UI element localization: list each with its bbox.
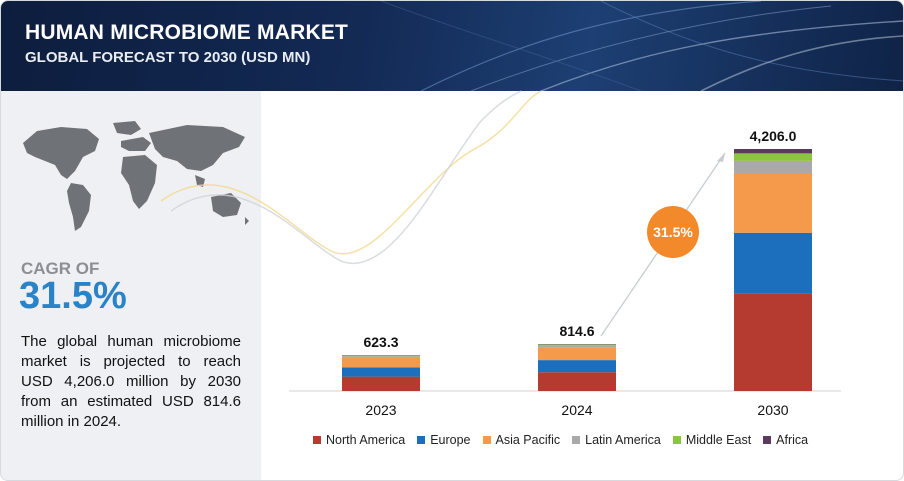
cagr-bubble-label: 31.5% (653, 224, 693, 240)
total-label-2023: 623.3 (363, 334, 398, 350)
legend-item-north-america: North America (313, 433, 405, 447)
legend-label: Africa (776, 433, 809, 447)
x-tick-label-2024: 2024 (561, 402, 592, 418)
chart-subtitle: GLOBAL FORECAST TO 2030 (USD MN) (25, 49, 311, 66)
world-map-icon (23, 121, 249, 231)
legend-swatch (417, 436, 426, 444)
growth-arrowhead (717, 153, 725, 162)
chart-legend: North America Europe Asia Pacific Latin Ame… (313, 432, 820, 448)
bar-segment-2030-north-america (734, 293, 812, 391)
bar-segment-2024-middle-east (538, 344, 616, 346)
legend-item-europe: Europe (417, 433, 471, 447)
legend-item-middle-east: Middle East (672, 433, 752, 447)
legend-label: Asia Pacific (495, 433, 561, 447)
chart-title: HUMAN MICROBIOME MARKET (25, 21, 349, 44)
bar-segment-2023-north-america (342, 376, 420, 391)
bar-segment-2030-latin-america (734, 160, 812, 174)
legend-item-latin-america: Latin America (572, 433, 661, 447)
legend-item-africa: Africa (763, 433, 808, 447)
x-tick-label-2023: 2023 (365, 402, 396, 418)
bar-segment-2024-north-america (538, 372, 616, 391)
bar-segment-2023-latin-america (342, 356, 420, 358)
legend-swatch (572, 436, 581, 444)
legend-label: North America (326, 433, 406, 447)
market-description: The global human microbiome market is pr… (21, 333, 241, 430)
cagr-label: CAGR OF (21, 259, 100, 278)
cagr-value: 31.5% (19, 275, 127, 317)
bar-segment-2024-asia-pacific (538, 347, 616, 361)
bar-segment-2023-europe (342, 367, 420, 377)
bar-segment-2030-middle-east (734, 153, 812, 161)
bar-segment-2023-asia-pacific (342, 357, 420, 368)
legend-label: Latin America (585, 433, 661, 447)
legend-swatch (482, 436, 491, 444)
legend-swatch (763, 436, 772, 444)
legend-label: Middle East (685, 433, 752, 447)
bar-segment-2024-europe (538, 360, 616, 373)
header-light-streaks (380, 1, 903, 91)
x-tick-label-2030: 2030 (757, 402, 788, 418)
decorative-curves (160, 90, 542, 265)
bar-segment-2030-europe (734, 232, 812, 294)
legend-label: Europe (430, 433, 471, 447)
bar-segment-2023-middle-east (342, 355, 420, 357)
total-label-2024: 814.6 (559, 323, 594, 339)
bar-segment-2030-asia-pacific (734, 173, 812, 233)
total-label-2030: 4,206.0 (750, 128, 797, 144)
bar-segment-2030-africa (734, 149, 812, 154)
header-banner: HUMAN MICROBIOME MARKET GLOBAL FORECAST … (1, 1, 903, 91)
cagr-bubble (647, 206, 699, 258)
bar-segment-2024-latin-america (538, 345, 616, 348)
legend-swatch (313, 436, 321, 444)
legend-swatch (672, 436, 681, 444)
legend-item-asia-pacific: Asia Pacific (482, 433, 561, 447)
